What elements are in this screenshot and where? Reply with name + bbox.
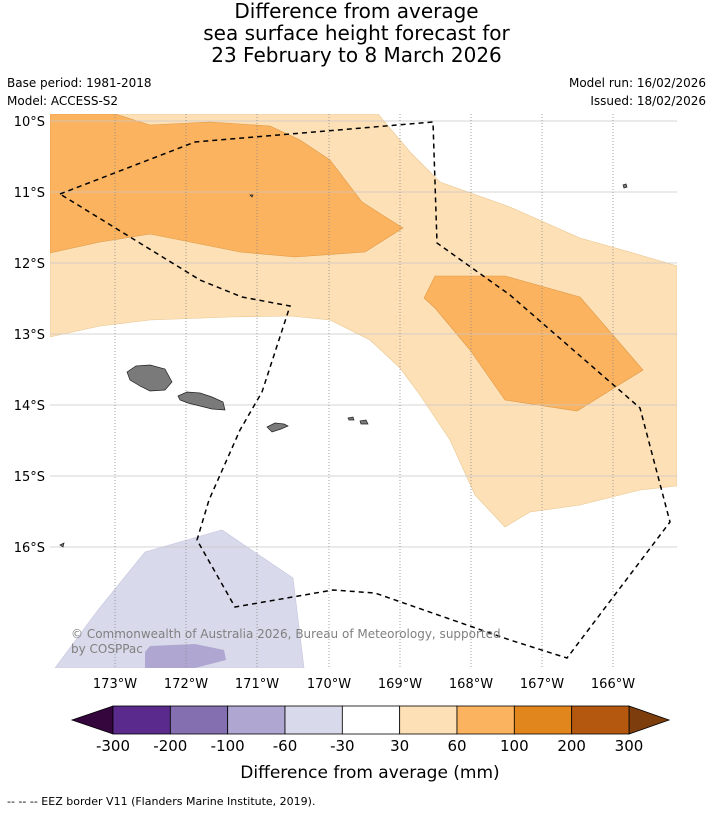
map-area: © Commonwealth of Australia 2026, Bureau… [50, 114, 677, 668]
issued-date: Issued: 18/02/2026 [590, 94, 706, 108]
anomaly-region-neg60-neg100 [145, 644, 226, 668]
legend-tick-label: 200 [557, 737, 586, 755]
island-ofu [347, 416, 355, 421]
copyright-line-1: © Commonwealth of Australia 2026, Bureau… [71, 627, 501, 641]
latitude-labels: 10°S 11°S 12°S 13°S 14°S 15°S 16°S [14, 115, 45, 556]
title-line-2: sea surface height forecast for [203, 21, 510, 45]
lon-label: 169°W [378, 677, 422, 692]
legend-swatch [112, 705, 171, 735]
legend-title: Difference from average (mm) [240, 763, 499, 783]
model-run: Model run: 16/02/2026 [568, 76, 706, 90]
lat-label: 15°S [14, 470, 45, 485]
latitude-gridlines [50, 120, 677, 548]
lat-label: 13°S [14, 328, 45, 343]
legend-swatch [571, 705, 630, 735]
eez-footnote: -- -- -- EEZ border V11 (Flanders Marine… [7, 795, 316, 808]
lat-label: 10°S [14, 115, 45, 130]
legend-swatch [513, 705, 573, 735]
lon-label: 170°W [307, 677, 351, 692]
legend-tick-label: 300 [615, 737, 644, 755]
anomaly-region-neg30-neg60 [54, 529, 305, 668]
eez-border [58, 121, 671, 659]
lat-label: 12°S [14, 257, 45, 272]
title-line-1: Difference from average [234, 0, 479, 23]
longitude-gridlines [114, 114, 614, 668]
legend-ticks: -300 -200 -100 -60 -30 30 60 100 200 300 [96, 737, 643, 755]
island-tau [359, 419, 369, 425]
legend-colorbar [70, 705, 671, 735]
legend-tick-label: -300 [96, 737, 130, 755]
model-name: Model: ACCESS-S2 [7, 94, 119, 108]
legend-swatch [169, 705, 229, 735]
lon-label: 171°W [235, 677, 279, 692]
meta-left: Base period: 1981-2018 Model: ACCESS-S2 [7, 74, 152, 110]
legend-tick-label: -30 [330, 737, 355, 755]
legend-swatch [399, 705, 458, 735]
lon-label: 172°W [164, 677, 208, 692]
legend-tick-label: -200 [153, 737, 187, 755]
lon-label: 173°W [93, 677, 137, 692]
island-savaii [126, 364, 173, 392]
legend-swatch [284, 705, 343, 735]
anomaly-region-60-100-east [423, 275, 644, 412]
legend-swatch [341, 705, 401, 735]
legend-arrow-max [628, 705, 671, 735]
island-rose [249, 194, 254, 198]
legend-tick-label: 60 [447, 737, 466, 755]
legend-swatch [227, 705, 286, 735]
base-period: Base period: 1981-2018 [7, 76, 152, 90]
island-swains [622, 183, 628, 189]
lon-label: 167°W [520, 677, 564, 692]
lon-label: 166°W [591, 677, 635, 692]
legend-tick-label: -60 [273, 737, 298, 755]
meta-right: Model run: 16/02/2026 Issued: 18/02/2026 [569, 74, 706, 110]
island-small-west [59, 542, 65, 548]
island-upolu [177, 391, 226, 411]
legend-swatch [456, 705, 515, 735]
lat-label: 16°S [14, 541, 45, 556]
map-title: Difference from average sea surface heig… [0, 0, 713, 66]
lon-label: 168°W [449, 677, 493, 692]
legend-tick-label: -100 [211, 737, 245, 755]
longitude-labels: 173°W 172°W 171°W 170°W 169°W 168°W 167°… [93, 677, 635, 692]
title-line-3: 23 February to 8 March 2026 [211, 43, 502, 67]
lat-label: 14°S [14, 399, 45, 414]
land-islands [59, 183, 628, 548]
island-tutuila [266, 422, 289, 433]
legend-tick-label: 30 [390, 737, 409, 755]
lat-label: 11°S [14, 186, 45, 201]
legend-tick-label: 100 [500, 737, 529, 755]
copyright-line-2: by COSPPac [71, 642, 143, 656]
legend-arrow-min [70, 705, 114, 735]
anomaly-region-60-100-north [50, 114, 404, 258]
